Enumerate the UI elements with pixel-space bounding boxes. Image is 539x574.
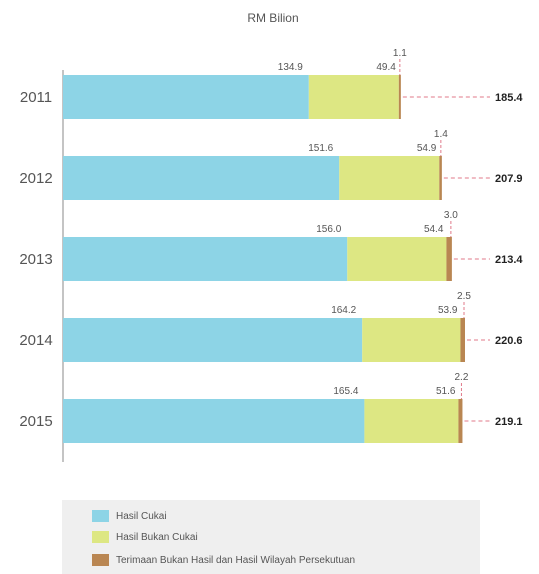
unit-label: RM Bilion <box>247 11 298 25</box>
total-label: 207.9 <box>495 173 523 185</box>
data-label: 3.0 <box>444 210 458 221</box>
data-label: 151.6 <box>308 143 333 154</box>
bar-segment <box>63 75 309 119</box>
data-label: 51.6 <box>436 386 456 397</box>
data-label: 156.0 <box>316 224 341 235</box>
data-label: 2.2 <box>454 372 468 383</box>
data-label: 1.1 <box>393 48 407 59</box>
bar-segment <box>439 156 442 200</box>
bar-segment <box>339 156 440 200</box>
bar-segment <box>364 399 459 443</box>
data-label: 164.2 <box>331 305 356 316</box>
data-label: 165.4 <box>333 386 358 397</box>
bar-segment <box>63 156 340 200</box>
data-label: 2.5 <box>457 291 471 302</box>
category-label: 2015 <box>19 413 52 430</box>
data-label: 134.9 <box>278 62 303 73</box>
legend-label-hasil-cukai: Hasil Cukai <box>116 510 167 522</box>
category-label: 2011 <box>20 89 52 106</box>
legend-swatch-hasil-cukai <box>92 510 109 522</box>
bar-segment <box>398 75 401 119</box>
bar-segment <box>458 399 463 443</box>
category-label: 2012 <box>19 170 52 187</box>
bar-segment <box>63 318 363 362</box>
bar-segment <box>362 318 461 362</box>
total-label: 185.4 <box>495 92 523 104</box>
data-label: 49.4 <box>376 62 396 73</box>
data-label: 54.4 <box>424 224 444 235</box>
bar-segment <box>446 237 452 281</box>
data-label: 53.9 <box>438 305 458 316</box>
legend-swatch-terimaan-bukan-hasil <box>92 554 109 566</box>
data-label: 1.4 <box>434 129 448 140</box>
bar-segment <box>347 237 447 281</box>
bar-segment <box>63 237 348 281</box>
total-label: 219.1 <box>495 416 523 428</box>
data-label: 54.9 <box>417 143 437 154</box>
bar-segment <box>63 399 365 443</box>
total-label: 213.4 <box>495 254 523 266</box>
category-label: 2014 <box>19 332 52 349</box>
legend-swatch-hasil-bukan-cukai <box>92 531 109 543</box>
bar-segment <box>308 75 399 119</box>
legend: Hasil Cukai Hasil Bukan Cukai Terimaan B… <box>62 500 480 574</box>
bar-segment <box>460 318 465 362</box>
legend-label-hasil-bukan-cukai: Hasil Bukan Cukai <box>116 531 198 543</box>
legend-item-terimaan-bukan-hasil: Terimaan Bukan Hasil dan Hasil Wilayah P… <box>92 552 355 568</box>
legend-item-hasil-cukai: Hasil Cukai <box>92 508 167 524</box>
legend-item-hasil-bukan-cukai: Hasil Bukan Cukai <box>92 529 198 545</box>
category-label: 2013 <box>19 251 52 268</box>
legend-label-terimaan-bukan-hasil: Terimaan Bukan Hasil dan Hasil Wilayah P… <box>116 554 356 566</box>
total-label: 220.6 <box>495 335 523 347</box>
